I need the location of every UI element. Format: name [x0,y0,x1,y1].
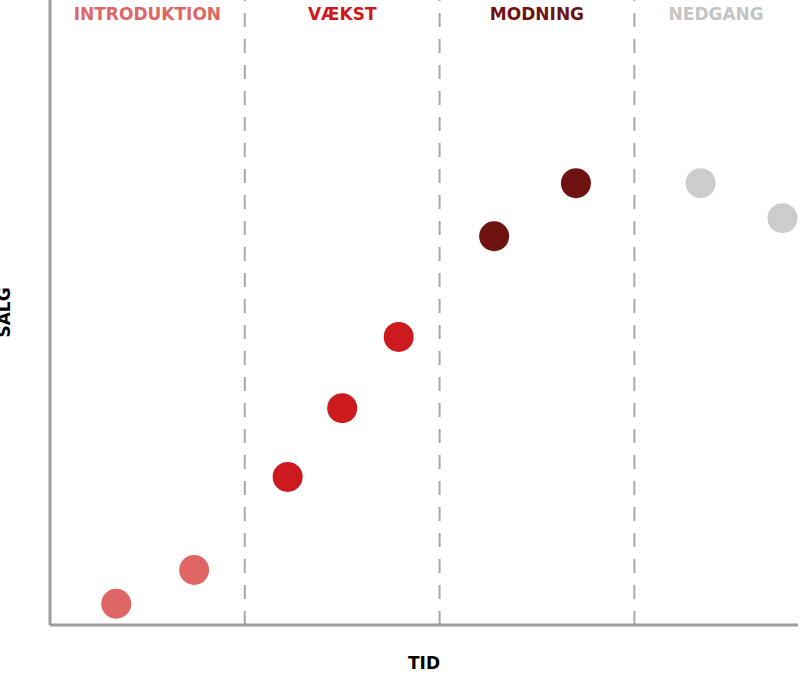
svg-text:TID: TID [408,653,440,673]
svg-text:NEDGANG: NEDGANG [669,4,764,24]
svg-text:MODNING: MODNING [490,4,584,24]
svg-text:VÆKST: VÆKST [308,4,377,24]
svg-text:INTRODUKTION: INTRODUKTION [74,4,221,24]
svg-text:SALG: SALG [8,287,14,337]
